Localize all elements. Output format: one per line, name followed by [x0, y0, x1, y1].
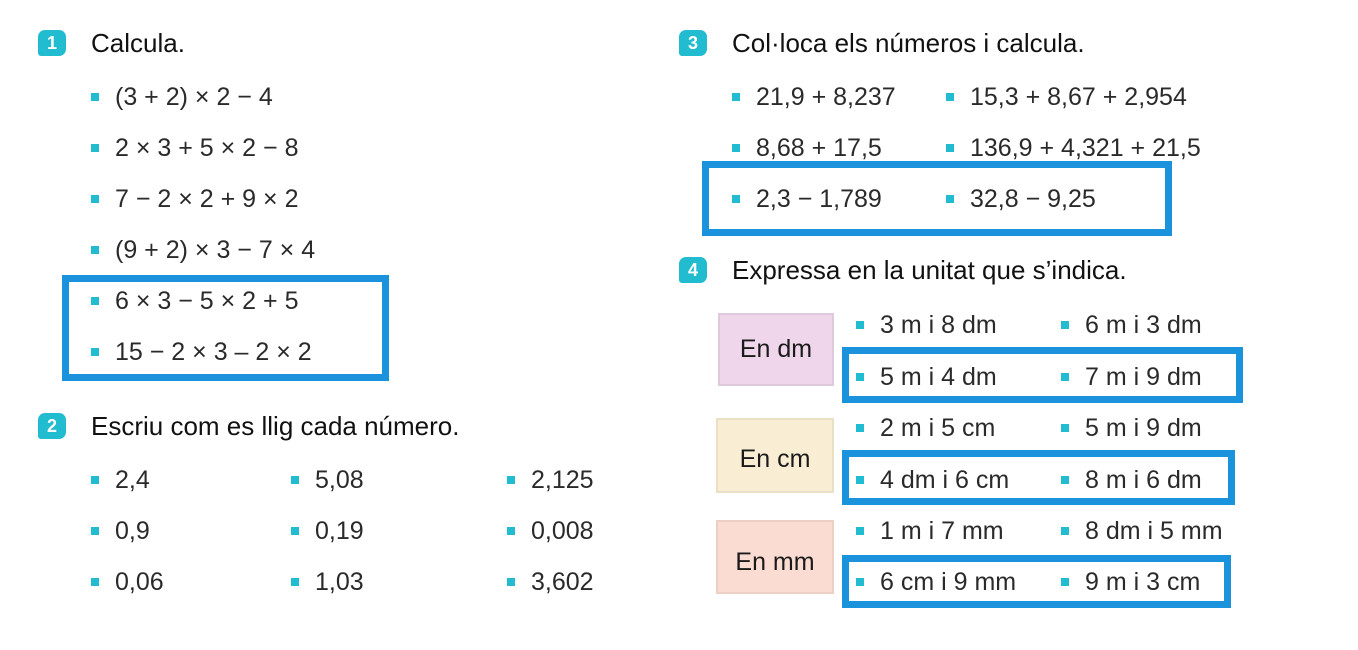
unit-label-cm: En cm [716, 418, 834, 493]
list-item: 7 − 2 × 2 + 9 × 2 [90, 185, 299, 213]
list-item: 21,9 + 8,237 [732, 83, 896, 111]
list-item: 3 m i 8 dm [856, 311, 997, 339]
exercise-title: Col·loca els números i calcula. [732, 28, 1085, 58]
exercise-number-badge: 2 [38, 413, 66, 439]
highlight-box [842, 347, 1243, 403]
list-item: 6 m i 3 dm [1061, 311, 1202, 339]
exercise-title: Escriu com es llig cada número. [91, 411, 460, 441]
list-item: 8 dm i 5 mm [1061, 517, 1223, 545]
list-item: 6 cm i 9 mm [855, 568, 1017, 596]
list-item: 7 m i 9 dm [1061, 363, 1202, 391]
unit-label-mm: En mm [716, 520, 834, 594]
list-item: 2 × 3 + 5 × 2 − 8 [90, 134, 299, 162]
exercise-number-badge: 3 [679, 30, 707, 56]
exercise-title: Expressa en la unitat que s’indica. [732, 255, 1127, 285]
highlight-box [702, 161, 1172, 236]
list-item: 2,3 − 1,789 [732, 185, 882, 213]
list-item: 5 m i 4 dm [856, 363, 997, 391]
list-item: 6 × 3 − 5 × 2 + 5 [90, 287, 299, 315]
list-item: 136,9 + 4,321 + 21,5 [946, 134, 1201, 162]
list-item: 1,03 [291, 568, 364, 596]
list-item: 5 m i 9 dm [1061, 414, 1202, 442]
exercise-number-badge: 1 [38, 30, 66, 56]
list-item: 0,06 [91, 568, 164, 596]
list-item: 15,3 + 8,67 + 2,954 [946, 83, 1187, 111]
list-item: 0,19 [291, 517, 364, 545]
list-item: 5,08 [291, 466, 364, 494]
highlight-box [842, 555, 1231, 608]
list-item: 1 m i 7 mm [856, 517, 1004, 545]
exercise-number-badge: 4 [679, 257, 707, 283]
list-item: 2 m i 5 cm [855, 414, 996, 442]
list-item: 9 m i 3 cm [1060, 568, 1201, 596]
highlight-box [842, 450, 1235, 505]
unit-label-dm: En dm [718, 313, 834, 386]
exercise-title: Calcula. [91, 28, 185, 58]
list-item: 8 m i 6 dm [1061, 466, 1202, 494]
list-item: 32,8 − 9,25 [946, 185, 1096, 213]
list-item: 15 − 2 × 3 – 2 × 2 [91, 338, 312, 366]
list-item: 0,008 [507, 517, 594, 545]
list-item: (9 + 2) × 3 − 7 × 4 [90, 236, 316, 264]
highlight-box [62, 275, 389, 381]
list-item: (3 + 2) × 2 − 4 [91, 83, 273, 111]
list-item: 2,4 [91, 466, 150, 494]
list-item: 2,125 [507, 466, 594, 494]
list-item: 8,68 + 17,5 [732, 134, 882, 162]
list-item: 3,602 [507, 568, 594, 596]
list-item: 0,9 [91, 517, 150, 545]
list-item: 4 dm i 6 cm [855, 466, 1010, 494]
